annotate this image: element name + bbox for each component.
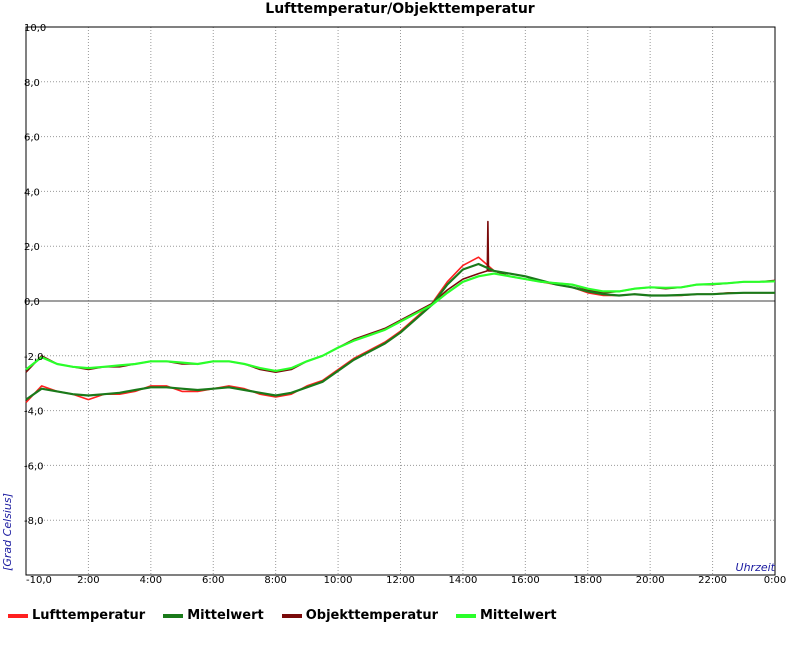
legend-label: Lufttemperatur <box>32 608 146 623</box>
legend-item-objekttemperatur: Objekttemperatur <box>281 608 438 623</box>
x-axis-ticks: 2:00 4:00 6:00 8:00 10:00 12:00 14:00 16:00 18:0… <box>77 575 786 586</box>
x-tick-label: 14:00 <box>449 575 478 586</box>
legend-item-mittelwert-1: Mittelwert <box>163 608 264 623</box>
y-tick-label: 0,0 <box>24 297 40 308</box>
series-line-objekttemperatur-2 <box>25 220 776 373</box>
legend-item-lufttemperatur: Lufttemperatur <box>8 608 145 623</box>
y-tick-label: -4,0 <box>24 407 44 418</box>
series-line-mittelwert-3 <box>25 272 776 372</box>
y-axis-ticks: -10,0 -8,0 -6,0 -4,0 -2,0 0,0 2,0 4,0 6,0 8,0 10,0 <box>24 23 52 586</box>
legend-swatch-mittelwert-1 <box>163 613 184 618</box>
y-tick-label: 4,0 <box>24 187 40 198</box>
y-tick-label: 2,0 <box>24 242 40 253</box>
plot-frame <box>25 26 776 576</box>
x-tick-label: 6:00 <box>202 575 224 586</box>
legend-swatch-lufttemperatur <box>8 613 28 618</box>
x-tick-label: 22:00 <box>698 575 727 586</box>
chart-title: Lufttemperatur/Objekttemperatur <box>265 1 535 17</box>
x-tick-label: 12:00 <box>386 575 415 586</box>
series-line-lufttemperatur-0 <box>25 256 775 403</box>
y-tick-label: -10,0 <box>26 575 52 586</box>
y-tick-label: -6,0 <box>24 461 44 472</box>
x-tick-label: 10:00 <box>324 575 353 586</box>
x-tick-label: 18:00 <box>573 575 602 586</box>
y-tick-label: -8,0 <box>24 516 44 527</box>
x-axis-label: Uhrzeit <box>736 561 776 574</box>
y-tick-label: -2,0 <box>24 352 44 363</box>
x-tick-label: 4:00 <box>140 575 162 586</box>
legend-label: Mittelwert <box>187 608 264 623</box>
y-tick-label: 10,0 <box>24 23 46 34</box>
legend-swatch-objekttemperatur <box>281 613 302 618</box>
chart-canvas: -10,0 -8,0 -6,0 -4,0 -2,0 0,0 2,0 4,0 6,0 8,0 10,0… <box>1 1 786 586</box>
y-axis-label: [Grad Celsius] <box>1 493 14 571</box>
legend-label: Mittelwert <box>480 608 557 623</box>
legend-item-mittelwert-2: Mittelwert <box>456 608 557 623</box>
x-tick-label: 8:00 <box>264 575 286 586</box>
legend-swatch-mittelwert-2 <box>456 613 476 618</box>
x-tick-label: 2:00 <box>77 575 99 586</box>
legend: Lufttemperatur Mittelwert Objekttemperat… <box>8 608 557 623</box>
x-tick-label: 16:00 <box>511 575 540 586</box>
y-tick-label: 6,0 <box>24 133 40 144</box>
legend-label: Objekttemperatur <box>305 608 438 623</box>
series-line-mittelwert-1 <box>25 262 775 401</box>
x-tick-label: 20:00 <box>636 575 665 586</box>
y-tick-label: 8,0 <box>24 78 40 89</box>
x-tick-label: 0:00 <box>764 575 786 586</box>
series-layer <box>25 220 776 403</box>
